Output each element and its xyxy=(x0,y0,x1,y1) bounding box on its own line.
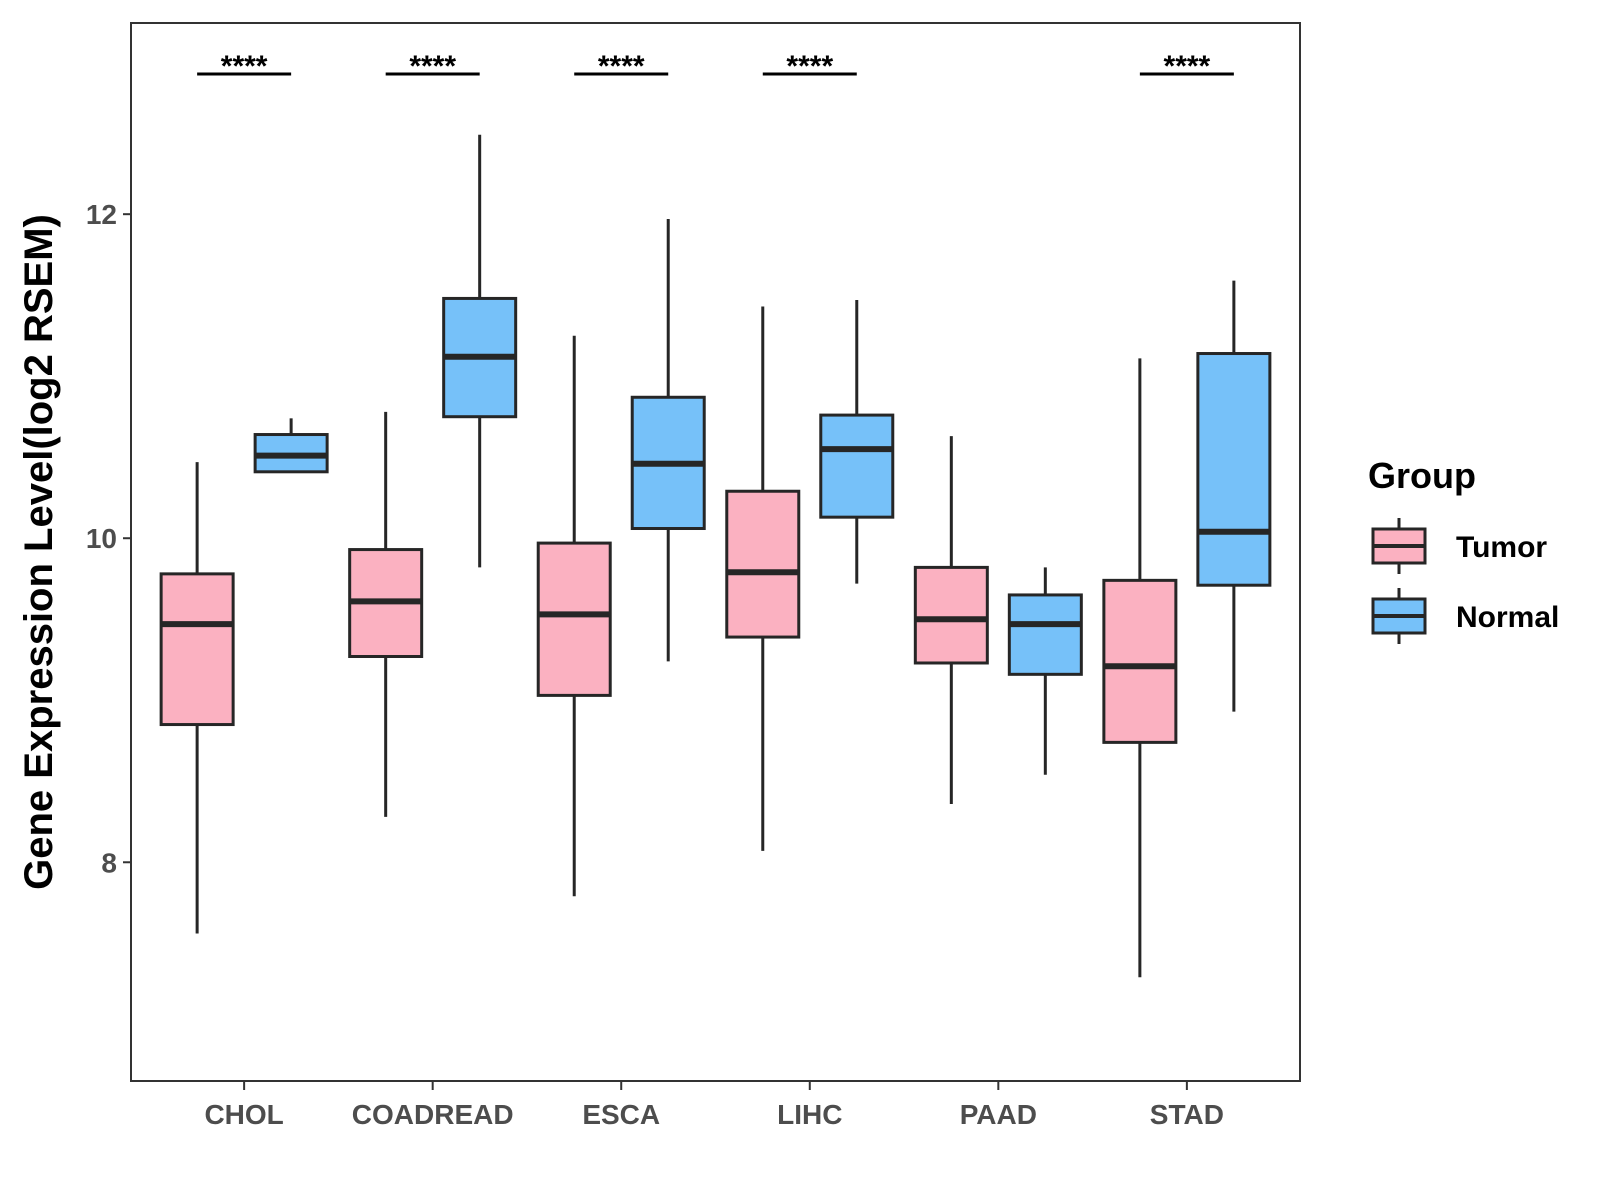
plot-panel xyxy=(130,22,1301,1082)
box-tumor-coadread xyxy=(348,411,424,817)
significance-stad: **** xyxy=(1139,50,1234,83)
legend-title: Group xyxy=(1368,455,1476,496)
x-tick-label-lihc: LIHC xyxy=(777,1099,842,1130)
significance-esca: **** xyxy=(574,50,669,83)
box-normal-lihc xyxy=(819,300,895,584)
y-axis: 8 10 12 xyxy=(86,199,131,878)
box-tumor-paad xyxy=(913,436,989,804)
x-tick-label-esca: ESCA xyxy=(582,1099,660,1130)
x-tick-label-coadread: COADREAD xyxy=(352,1099,514,1130)
y-tick-label: 8 xyxy=(101,847,117,878)
legend-entry-tumor: Tumor xyxy=(1371,518,1547,574)
box-tumor-stad xyxy=(1102,358,1178,978)
y-tick-label: 12 xyxy=(86,199,117,230)
box-tumor-lihc xyxy=(725,306,801,851)
legend: Group Tumor Normal xyxy=(1368,455,1559,644)
x-tick-label-stad: STAD xyxy=(1150,1099,1224,1130)
box-body xyxy=(819,413,895,519)
significance-annotations: **** **** **** **** **** xyxy=(197,50,1234,83)
box-body xyxy=(1196,352,1272,587)
box-tumor-esca xyxy=(536,335,612,897)
y-axis-title: Gene Expression Level(log2 RSEM) xyxy=(17,214,61,890)
box-body xyxy=(159,572,235,727)
box-normal-coadread xyxy=(442,134,518,568)
significance-lihc: **** xyxy=(762,50,857,83)
box-normal-paad xyxy=(1007,567,1083,775)
significance-coadread: **** xyxy=(385,50,480,83)
significance-label: **** xyxy=(221,50,268,83)
box-normal-chol xyxy=(253,418,329,474)
significance-label: **** xyxy=(1164,50,1211,83)
x-tick-label-chol: CHOL xyxy=(204,1099,283,1130)
box-tumor-chol xyxy=(159,462,235,934)
significance-label: **** xyxy=(598,50,645,83)
legend-label-normal: Normal xyxy=(1456,601,1559,634)
legend-label-tumor: Tumor xyxy=(1456,531,1547,564)
significance-chol: **** xyxy=(197,50,292,83)
x-axis: CHOL COADREAD ESCA LIHC PAAD STAD xyxy=(204,1081,1224,1130)
box-body xyxy=(725,489,801,639)
legend-entries: Tumor Normal xyxy=(1371,518,1559,644)
box-normal-esca xyxy=(630,219,706,662)
box-normal-stad xyxy=(1196,280,1272,712)
box-body xyxy=(536,541,612,697)
box-body xyxy=(1102,578,1178,744)
box-body xyxy=(913,565,989,665)
legend-entry-normal: Normal xyxy=(1371,588,1559,644)
significance-label: **** xyxy=(409,50,456,83)
y-tick-label: 10 xyxy=(86,523,117,554)
box-body xyxy=(1007,593,1083,676)
significance-label: **** xyxy=(786,50,833,83)
box-layer xyxy=(159,134,1272,978)
x-tick-label-paad: PAAD xyxy=(960,1099,1037,1130)
